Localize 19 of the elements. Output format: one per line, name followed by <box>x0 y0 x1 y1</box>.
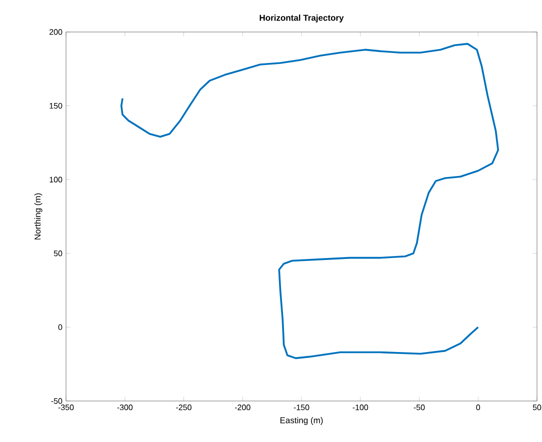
x-axis-title: Easting (m) <box>280 417 323 425</box>
chart-title: Horizontal Trajectory <box>260 14 344 22</box>
x-tick-label: -100 <box>352 404 368 410</box>
x-tick-label: -300 <box>117 404 133 410</box>
x-tick-label: -200 <box>234 404 250 410</box>
y-tick-label: 100 <box>50 176 62 182</box>
x-tick-label: -150 <box>294 404 310 410</box>
line-series <box>120 42 500 360</box>
y-tick-label: -50 <box>51 398 62 404</box>
y-tick-label: 50 <box>54 250 62 256</box>
y-tick-label: 200 <box>50 29 62 35</box>
x-tick-label: -50 <box>414 404 425 410</box>
x-tick-label: 0 <box>476 404 480 410</box>
y-axis-title: Northing (m) <box>34 193 42 240</box>
y-tick-label: 150 <box>50 102 62 109</box>
x-tick-label: 50 <box>532 404 542 410</box>
x-tick-label: -350 <box>58 404 74 410</box>
y-tick-label: 0 <box>58 324 62 330</box>
x-tick-label: -250 <box>176 404 192 410</box>
